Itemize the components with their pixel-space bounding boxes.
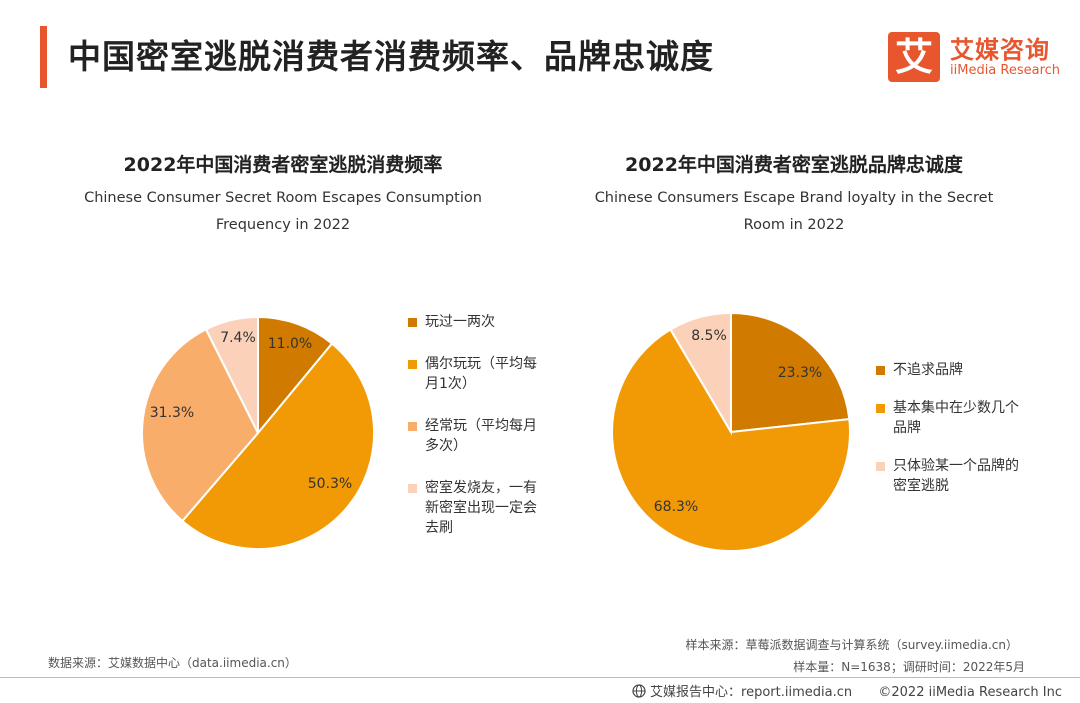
legend-label-line: 新密室出现一定会 [425, 500, 537, 516]
page-title: 中国密室逃脱消费者消费频率、品牌忠诚度 [68, 37, 714, 76]
logo-name-en: iiMedia Research [950, 63, 1061, 78]
legend-swatch [876, 462, 885, 471]
pie-chart-brand-loyalty: 23.3% 68.3% 8.5% [611, 311, 851, 552]
chart-2-subtitle: Chinese Consumers Escape Brand loyalty i… [568, 185, 1020, 239]
chart-1-legend: 玩过一两次偶尔玩玩（平均每 月1次） 经常玩（平均每月 多次） 密室发烧友，一有 新密室出… [408, 312, 568, 538]
pie-value-label: 11.0% [268, 336, 312, 352]
title-accent-bar [40, 26, 47, 88]
chart-2-header: 2022年中国消费者密室逃脱品牌忠诚度 Chinese Consumers Es… [568, 151, 1020, 239]
legend-swatch [408, 318, 417, 327]
data-source-note: 数据来源：艾媒数据中心（data.iimedia.cn） [48, 656, 297, 670]
sample-source-note: 样本来源：草莓派数据调查与计算系统（survey.iimedia.cn） [685, 638, 1018, 652]
chart-2-subtitle-line: Chinese Consumers Escape Brand loyalty i… [594, 190, 994, 206]
pie-value-label: 7.4% [220, 330, 256, 346]
legend-label-line: 密室发烧友，一有 [425, 480, 537, 496]
legend-label-line: 品牌 [893, 420, 921, 436]
legend-swatch [408, 422, 417, 431]
legend-swatch [876, 404, 885, 413]
pie-slice [257, 315, 334, 436]
pie-chart-consumption-frequency: 11.0% 50.3% 31.3% 7.4% [141, 315, 376, 551]
footer-report-center: 艾媒报告中心：report.iimedia.cn [650, 685, 853, 700]
legend-label-line: 经常玩（平均每月 [425, 418, 537, 434]
footer: 艾媒报告中心：report.iimedia.cn ©2022 iiMedia R… [632, 681, 1062, 700]
legend-item: 玩过一两次 [408, 312, 568, 332]
legend-label-line: 多次） [425, 438, 467, 454]
chart-1-header: 2022年中国消费者密室逃脱消费频率 Chinese Consumer Secr… [60, 151, 506, 239]
globe-icon [632, 684, 646, 698]
legend-label-line: 月1次） [425, 376, 476, 392]
pie-value-label: 23.3% [778, 365, 822, 381]
pie-value-label: 8.5% [691, 328, 727, 344]
chart-1-title: 2022年中国消费者密室逃脱消费频率 [123, 154, 443, 176]
legend-item: 偶尔玩玩（平均每 月1次） [408, 354, 568, 394]
pie-slice [730, 311, 851, 434]
legend-swatch [876, 366, 885, 375]
chart-1-subtitle: Chinese Consumer Secret Room Escapes Con… [60, 185, 506, 239]
pie-value-label: 50.3% [308, 476, 352, 492]
pie-value-label: 68.3% [654, 499, 698, 515]
chart-2-legend: 不追求品牌 基本集中在少数几个 品牌 只体验某一个品牌的 密室逃脱 [876, 360, 1056, 496]
sample-info-note: 样本量：N=1638；调研时间：2022年5月 [793, 660, 1025, 674]
legend-swatch [408, 484, 417, 493]
pie-slice [204, 315, 259, 434]
chart-2-title: 2022年中国消费者密室逃脱品牌忠诚度 [625, 154, 963, 176]
legend-item: 不追求品牌 [876, 360, 1056, 380]
legend-label-line: 密室逃脱 [893, 478, 949, 494]
legend-label-line: 去刷 [425, 520, 453, 536]
legend-label-line: 只体验某一个品牌的 [893, 458, 1019, 474]
legend-item: 基本集中在少数几个 品牌 [876, 398, 1056, 438]
legend-label-line: 偶尔玩玩（平均每 [425, 356, 537, 372]
pie-slice [180, 342, 376, 551]
chart-1-subtitle-line: Chinese Consumer Secret Room Escapes Con… [84, 190, 482, 206]
footer-copyright: ©2022 iiMedia Research Inc [878, 685, 1062, 700]
brand-logo: 艾 艾媒咨询 iiMedia Research [888, 30, 1066, 84]
logo-mark: 艾 [888, 32, 940, 82]
chart-2-subtitle-line: Room in 2022 [743, 217, 845, 233]
legend-label-line: 玩过一两次 [425, 314, 495, 330]
pie-slice [669, 311, 732, 436]
logo-name-cn: 艾媒咨询 [950, 36, 1050, 64]
legend-label-line: 不追求品牌 [893, 362, 963, 378]
chart-1-subtitle-line: Frequency in 2022 [215, 217, 351, 233]
footer-divider [0, 677, 1080, 678]
pie-value-label: 31.3% [150, 405, 194, 421]
legend-label-line: 基本集中在少数几个 [893, 400, 1019, 416]
legend-item: 密室发烧友，一有 新密室出现一定会 去刷 [408, 478, 568, 538]
legend-item: 经常玩（平均每月 多次） [408, 416, 568, 456]
legend-item: 只体验某一个品牌的 密室逃脱 [876, 456, 1056, 496]
legend-swatch [408, 360, 417, 369]
pie-slice [611, 328, 851, 552]
